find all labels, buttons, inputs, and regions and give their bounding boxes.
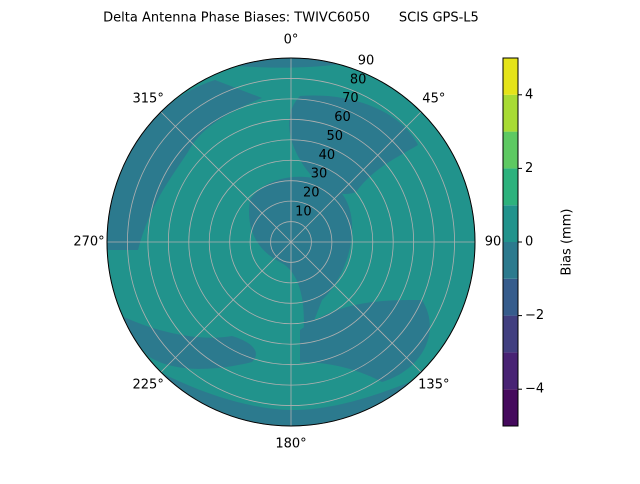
colorbar-tick-label: 4 — [525, 87, 533, 102]
colorbar-tick-label: 0 — [525, 235, 533, 250]
colorbar-segment — [503, 315, 518, 353]
r-tick-label: 50 — [326, 129, 343, 144]
r-tick-label: 40 — [319, 148, 336, 163]
contour-region — [200, 58, 340, 68]
theta-tick-label: 180° — [275, 437, 306, 452]
grid-spoke — [290, 111, 422, 243]
grid-spoke — [160, 111, 292, 243]
r-tick-label: 70 — [342, 91, 359, 106]
colorbar-segment — [503, 94, 518, 132]
colorbar-segment — [503, 352, 518, 390]
grid-spoke — [160, 241, 292, 373]
colorbar-segment — [503, 168, 518, 206]
contour-region — [107, 80, 262, 250]
theta-tick-label: 90 — [485, 235, 502, 250]
theta-tick-label: 135° — [418, 377, 449, 392]
colorbar-tick-label: −2 — [525, 308, 544, 323]
theta-tick-label: 225° — [133, 377, 164, 392]
polar-frame — [106, 57, 476, 427]
contour-region — [249, 176, 353, 352]
r-tick-label: 60 — [334, 110, 351, 125]
colorbar-tick-label: −4 — [525, 382, 544, 397]
colorbar-tick-label: 2 — [525, 161, 533, 176]
r-tick-label: 30 — [311, 167, 328, 182]
theta-tick-label: 270° — [73, 235, 104, 250]
r-tick-label: 10 — [295, 205, 312, 220]
grid-spoke — [290, 241, 422, 373]
colorbar-segment — [503, 278, 518, 316]
colorbar-label: Bias (mm) — [560, 209, 575, 276]
contour-region — [289, 95, 418, 194]
colorbar-segment — [503, 389, 518, 426]
colorbar-segment — [503, 131, 518, 169]
colorbar-segment — [503, 58, 518, 95]
colorbar-segment — [503, 205, 518, 242]
contour-region — [300, 300, 430, 382]
chart-title: Delta Antenna Phase Biases: TWIVC6050 SC… — [103, 11, 479, 26]
contour-region — [110, 310, 256, 369]
r-tick-label: 80 — [350, 72, 367, 87]
theta-tick-label: 0° — [284, 33, 299, 48]
theta-tick-label: 315° — [133, 92, 164, 107]
r-tick-label: 90 — [358, 53, 375, 68]
theta-tick-label: 45° — [422, 92, 445, 107]
colorbar-segment — [503, 242, 518, 279]
r-tick-label: 20 — [303, 186, 320, 201]
